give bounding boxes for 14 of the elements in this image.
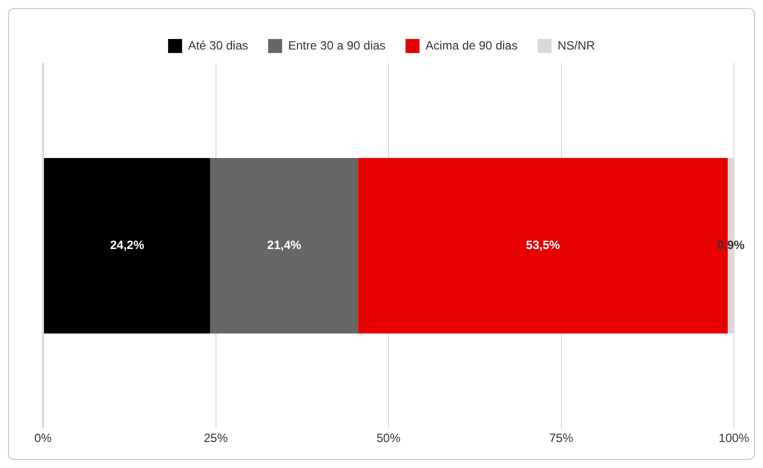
- x-tick-label: 100%: [718, 431, 750, 446]
- data-label: 53,5%: [526, 238, 560, 252]
- bar: [44, 158, 210, 334]
- bar: [210, 158, 358, 334]
- legend-label: Entre 30 a 90 dias: [288, 38, 386, 52]
- x-tick-label: 50%: [376, 431, 401, 446]
- x-tick-label: 25%: [204, 431, 228, 446]
- legend-label: Acima de 90 dias: [426, 38, 518, 52]
- data-label: 24,2%: [110, 238, 144, 252]
- x-tick-label: 0%: [34, 431, 52, 446]
- x-tick-label: 75%: [549, 431, 574, 446]
- legend-label: Até 30 dias: [188, 38, 248, 52]
- legend-label: NS/NR: [558, 38, 596, 52]
- data-label: 21,4%: [267, 238, 302, 252]
